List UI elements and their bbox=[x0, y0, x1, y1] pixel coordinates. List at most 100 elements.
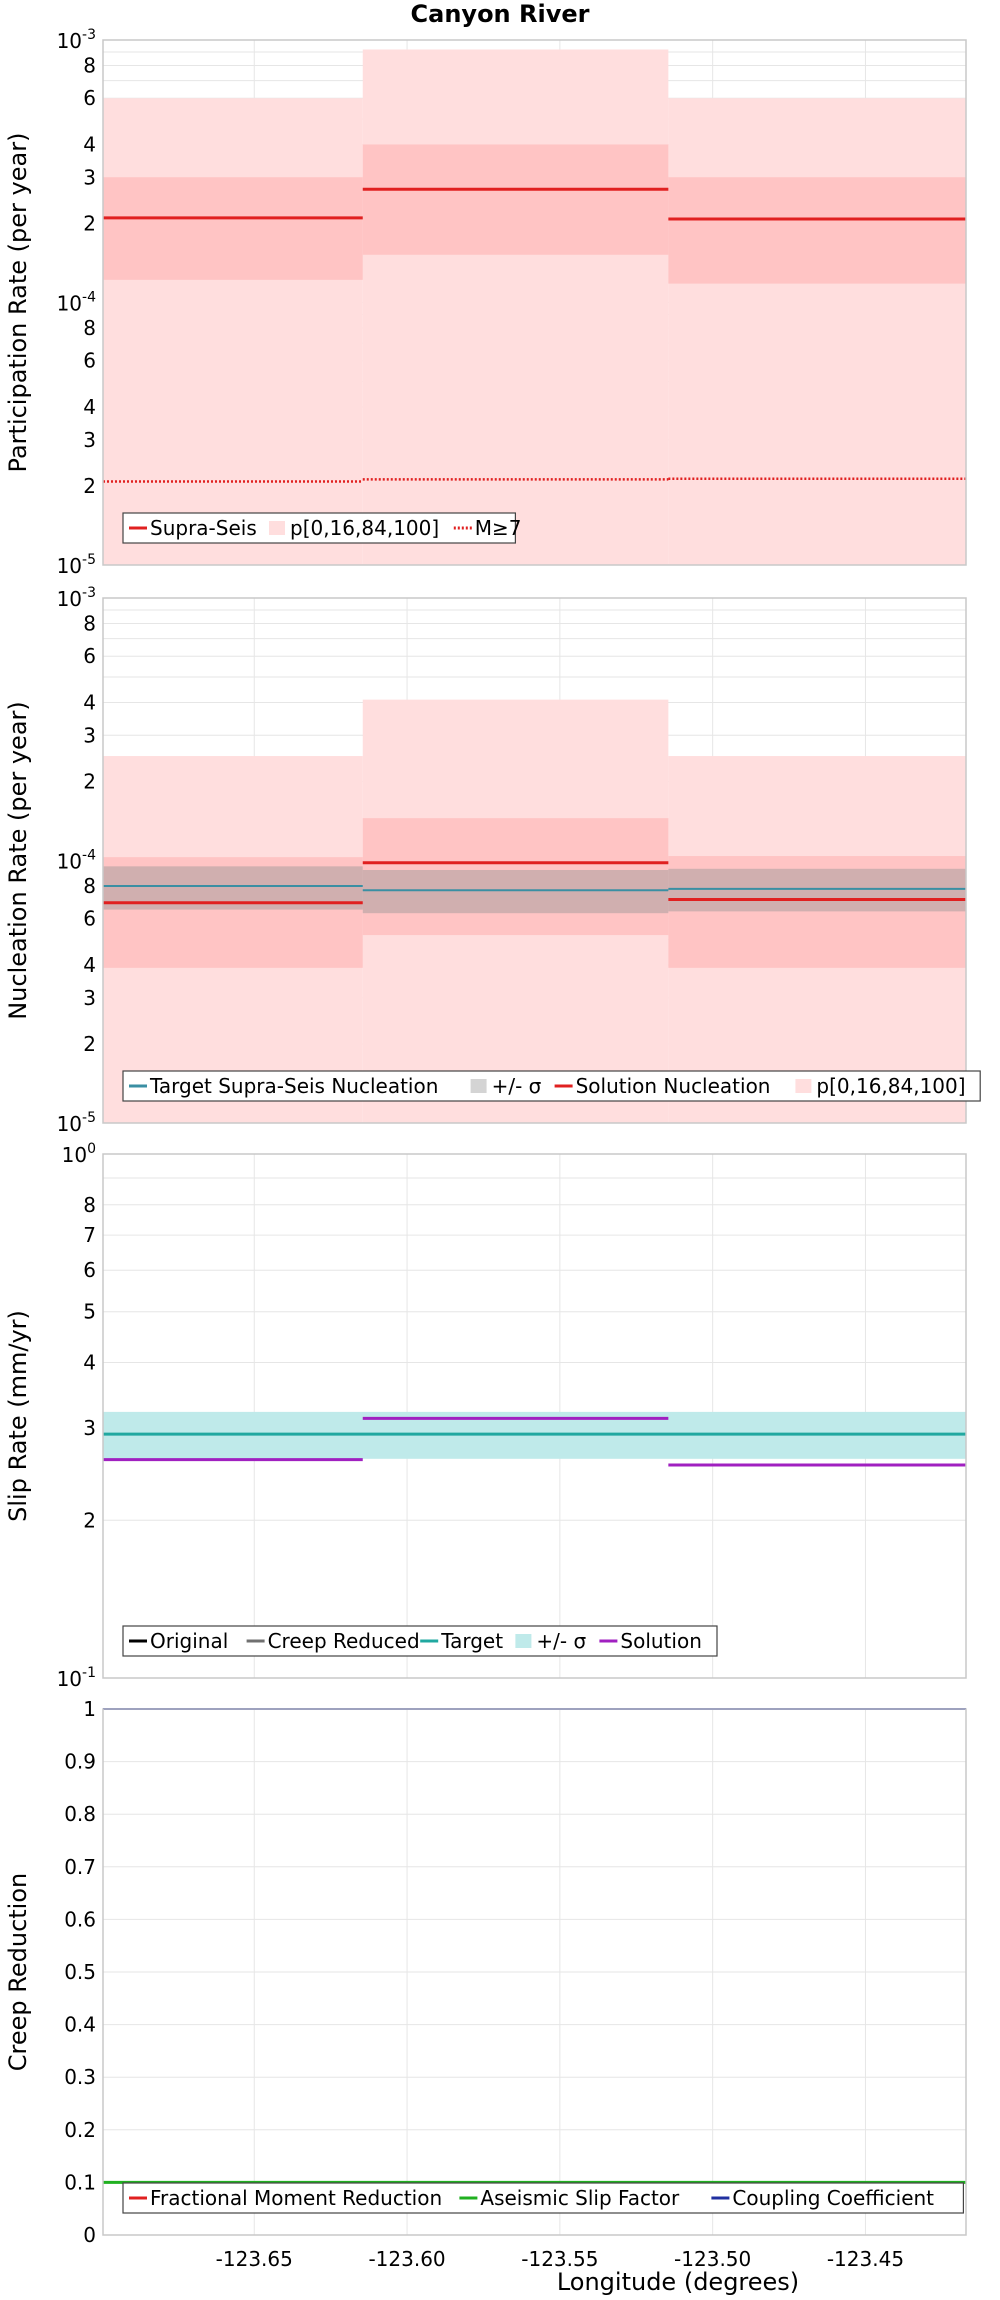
y-tick-label: 0.7 bbox=[64, 1855, 96, 1879]
legend-label: Aseismic Slip Factor bbox=[480, 2186, 680, 2210]
y-tick-label: 0.9 bbox=[64, 1750, 96, 1774]
y-tick-label: 6 bbox=[83, 644, 96, 668]
legend-label: Target bbox=[440, 1629, 503, 1653]
legend-label: Target Supra-Seis Nucleation bbox=[149, 1074, 438, 1098]
y-tick-label: 0 bbox=[83, 2223, 96, 2247]
panel-slip: 10-1 2 3 4 5 6 7 8 100 Slip Rate (mm/yr) Original C… bbox=[4, 1141, 967, 1691]
y-tick-label: 6 bbox=[83, 1258, 96, 1282]
panel-creep: 0 0.1 0.2 0.3 0.4 0.5 0.6 0.7 0.8 0.9 1 Creep Reduc… bbox=[4, 1697, 967, 2247]
y-tick-label: 8 bbox=[83, 874, 96, 898]
y-tick-label: 8 bbox=[83, 316, 96, 340]
y-tick-label: 3 bbox=[83, 986, 96, 1010]
y-tick-label: 3 bbox=[83, 428, 96, 452]
band-segment bbox=[668, 868, 966, 912]
band-segment bbox=[362, 818, 669, 936]
band-segment bbox=[668, 856, 966, 968]
legend-label: M≥7 bbox=[475, 516, 522, 540]
y-tick-label: 4 bbox=[83, 1351, 96, 1375]
y-tick-label: 10-1 bbox=[57, 1665, 96, 1691]
y-tick-label: 4 bbox=[83, 395, 96, 419]
plot-frame bbox=[102, 1708, 967, 2236]
legend-swatch bbox=[470, 1079, 487, 1093]
legend-swatch bbox=[269, 521, 285, 535]
band-segment bbox=[668, 98, 966, 566]
y-tick-label: 6 bbox=[83, 907, 96, 931]
band-segment bbox=[668, 177, 966, 284]
y-tick-label: 0.1 bbox=[64, 2170, 96, 2194]
legend-label: Coupling Coefficient bbox=[732, 2186, 934, 2210]
y-tick-label: 3 bbox=[83, 1416, 96, 1440]
legend-label: Solution Nucleation bbox=[576, 1074, 771, 1098]
band-segment bbox=[103, 857, 363, 968]
chart-title: Canyon River bbox=[411, 0, 590, 28]
band-segment bbox=[103, 98, 363, 566]
y-tick-label: 4 bbox=[83, 132, 96, 156]
legend-box bbox=[122, 1625, 718, 1657]
legend: Fractional Moment Reduction Aseismic Slip… bbox=[122, 2182, 965, 2214]
legend: Original Creep Reduced Target +/- σ Solution bbox=[122, 1625, 718, 1657]
y-tick-label: 8 bbox=[83, 1193, 96, 1217]
x-axis-label: Longitude (degrees) bbox=[557, 2268, 799, 2296]
legend: Target Supra-Seis Nucleation +/- σ Solutio… bbox=[122, 1070, 981, 1102]
y-tick-label: 10-4 bbox=[57, 290, 97, 316]
legend-label: Supra-Seis bbox=[150, 516, 257, 540]
y-tick-label: 10-4 bbox=[57, 848, 97, 874]
y-tick-label: 10-5 bbox=[57, 552, 96, 578]
y-tick-label: 2 bbox=[83, 769, 96, 793]
y-tick-label: 10-3 bbox=[57, 27, 96, 53]
legend-label: Original bbox=[150, 1629, 228, 1653]
y-tick-label: 1 bbox=[83, 1697, 96, 1721]
band-segment bbox=[103, 177, 363, 280]
x-tick-label: -123.45 bbox=[827, 2247, 904, 2271]
legend: Supra-Seis p[0,16,84,100] M≥7 bbox=[122, 512, 522, 544]
x-tick-label: -123.50 bbox=[674, 2247, 751, 2271]
legend-label: +/- σ bbox=[536, 1629, 586, 1653]
y-tick-label: 0.2 bbox=[64, 2118, 96, 2142]
legend-box bbox=[122, 2182, 965, 2214]
y-tick-label: 4 bbox=[83, 953, 96, 977]
legend-box bbox=[122, 1070, 981, 1102]
legend-label: Solution bbox=[620, 1629, 701, 1653]
y-tick-label: 3 bbox=[83, 723, 96, 747]
legend-label: p[0,16,84,100] bbox=[290, 516, 439, 540]
plot-frame bbox=[102, 39, 967, 566]
legend-label: Creep Reduced bbox=[268, 1629, 420, 1653]
y-tick-label: 0.5 bbox=[64, 1960, 96, 1984]
legend-box bbox=[122, 512, 516, 544]
y-tick-label: 5 bbox=[83, 1300, 96, 1324]
legend-swatch bbox=[795, 1079, 812, 1093]
y-tick-label: 10-3 bbox=[57, 585, 96, 611]
x-tick-label: -123.60 bbox=[368, 2247, 445, 2271]
band-segment bbox=[362, 49, 669, 566]
y-axis-label: Creep Reduction bbox=[4, 1873, 32, 2071]
x-tick-label: -123.55 bbox=[521, 2247, 598, 2271]
x-tick-label: -123.65 bbox=[216, 2247, 293, 2271]
y-tick-label: 6 bbox=[83, 349, 96, 373]
y-tick-label: 2 bbox=[83, 474, 96, 498]
y-tick-label: 4 bbox=[83, 690, 96, 714]
y-tick-label: 0.8 bbox=[64, 1802, 96, 1826]
y-tick-label: 0.6 bbox=[64, 1907, 96, 1931]
y-tick-label: 2 bbox=[83, 211, 96, 235]
y-tick-label: 2 bbox=[83, 1508, 96, 1532]
legend-label: p[0,16,84,100] bbox=[816, 1074, 965, 1098]
y-tick-label: 8 bbox=[83, 611, 96, 635]
y-axis-label: Participation Rate (per year) bbox=[4, 133, 32, 473]
y-axis-label: Nucleation Rate (per year) bbox=[4, 701, 32, 1020]
y-tick-label: 8 bbox=[83, 53, 96, 77]
y-tick-label: 3 bbox=[83, 165, 96, 189]
legend-label: +/- σ bbox=[492, 1074, 542, 1098]
legend-swatch bbox=[515, 1634, 532, 1648]
y-tick-label: 10-5 bbox=[57, 1110, 96, 1136]
y-tick-label: 100 bbox=[62, 1141, 96, 1167]
y-tick-label: 0.4 bbox=[64, 2013, 96, 2037]
plot-frame bbox=[102, 1153, 967, 1679]
y-tick-label: 7 bbox=[83, 1223, 96, 1247]
y-axis-label: Slip Rate (mm/yr) bbox=[4, 1310, 32, 1522]
legend-label: Fractional Moment Reduction bbox=[150, 2186, 442, 2210]
y-tick-label: 0.3 bbox=[64, 2065, 96, 2089]
y-tick-label: 6 bbox=[83, 86, 96, 110]
